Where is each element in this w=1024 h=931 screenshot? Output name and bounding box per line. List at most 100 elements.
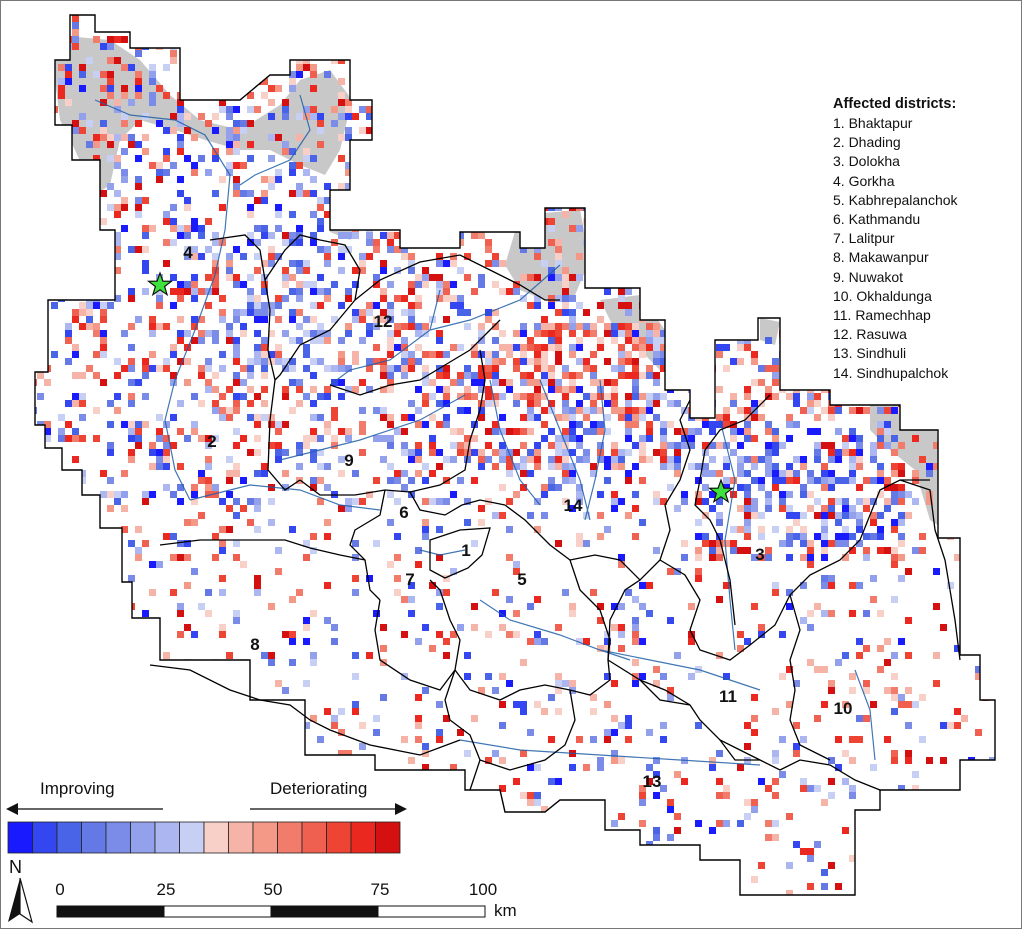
trend-pixel [835,540,842,547]
trend-pixel [366,365,373,372]
trend-pixel [772,778,779,785]
trend-pixel [191,162,198,169]
trend-pixel [198,22,205,29]
trend-pixel [366,78,373,85]
trend-pixel [814,176,821,183]
trend-pixel [828,484,835,491]
trend-pixel [877,470,884,477]
trend-pixel [821,666,828,673]
trend-pixel [842,512,849,519]
trend-pixel [982,267,989,274]
trend-pixel [667,99,674,106]
trend-pixel [653,498,660,505]
trend-pixel [800,29,807,36]
trend-pixel [779,218,786,225]
trend-pixel [576,50,583,57]
trend-pixel [856,456,863,463]
trend-pixel [989,204,995,211]
trend-pixel [233,29,240,36]
trend-pixel [744,386,751,393]
legend-item: 3. Dolokha [833,153,900,170]
trend-pixel [100,470,107,477]
trend-pixel [387,337,394,344]
trend-pixel [345,288,352,295]
trend-pixel [653,169,660,176]
trend-pixel [170,554,177,561]
deteriorating-arrow-icon [250,803,407,815]
trend-pixel [177,337,184,344]
trend-pixel [520,428,527,435]
trend-pixel [520,99,527,106]
trend-pixel [401,470,408,477]
trend-pixel [898,36,905,43]
trend-pixel [408,148,415,155]
trend-pixel [534,379,541,386]
trend-pixel [611,680,618,687]
trend-pixel [632,659,639,666]
trend-pixel [317,288,324,295]
trend-pixel [478,183,485,190]
trend-pixel [135,204,142,211]
trend-pixel [394,771,401,778]
trend-pixel [744,498,751,505]
trend-pixel [35,183,37,190]
trend-pixel [338,267,345,274]
trend-pixel [723,365,730,372]
trend-pixel [254,316,261,323]
trend-pixel [247,449,254,456]
trend-pixel [863,477,870,484]
trend-pixel [303,281,310,288]
trend-pixel [254,575,261,582]
trend-pixel [688,358,695,365]
trend-pixel [275,169,282,176]
color-ramp-swatch [301,821,327,854]
trend-pixel [534,400,541,407]
trend-pixel [961,407,968,414]
trend-pixel [576,127,583,134]
trend-pixel [611,379,618,386]
trend-pixel [709,421,716,428]
trend-pixel [191,274,198,281]
trend-pixel [821,610,828,617]
trend-pixel [604,358,611,365]
trend-pixel [86,176,93,183]
trend-pixel [681,330,688,337]
trend-pixel [751,477,758,484]
trend-pixel [947,36,954,43]
trend-pixel [261,225,268,232]
trend-pixel [303,617,310,624]
trend-pixel [576,323,583,330]
trend-pixel [485,386,492,393]
trend-pixel [79,113,86,120]
trend-pixel [604,414,611,421]
trend-pixel [555,876,562,883]
trend-pixel [233,743,240,750]
trend-pixel [583,764,590,771]
trend-pixel [765,547,772,554]
trend-pixel [352,876,359,883]
trend-pixel [415,99,422,106]
trend-pixel [604,113,611,120]
trend-pixel [135,379,142,386]
trend-pixel [471,393,478,400]
trend-pixel [751,190,758,197]
trend-pixel [891,71,898,78]
trend-pixel [541,260,548,267]
trend-pixel [639,442,646,449]
trend-pixel [660,351,667,358]
trend-pixel [800,148,807,155]
trend-pixel [772,470,779,477]
trend-pixel [296,449,303,456]
trend-pixel [779,442,786,449]
trend-pixel [457,99,464,106]
scale-tick-label: 100 [468,880,498,899]
trend-pixel [366,106,373,113]
trend-pixel [513,568,520,575]
trend-pixel [471,288,478,295]
trend-pixel [527,36,534,43]
trend-pixel [100,302,107,309]
trend-pixel [401,631,408,638]
trend-pixel [485,225,492,232]
trend-pixel [905,722,912,729]
trend-pixel [786,554,793,561]
